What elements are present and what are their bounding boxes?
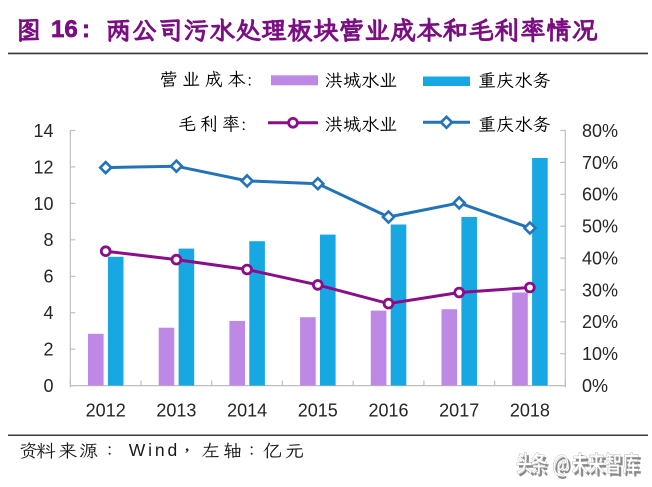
svg-text:10%: 10% — [582, 344, 618, 364]
svg-text:2015: 2015 — [298, 401, 338, 421]
svg-text:6: 6 — [43, 267, 53, 287]
svg-text:40%: 40% — [582, 248, 618, 268]
svg-text:70%: 70% — [582, 153, 618, 173]
svg-text:10: 10 — [33, 194, 53, 214]
svg-text:2012: 2012 — [86, 401, 126, 421]
svg-text:60%: 60% — [582, 185, 618, 205]
svg-text:30%: 30% — [582, 280, 618, 300]
svg-text:2: 2 — [43, 340, 53, 360]
svg-text:4: 4 — [43, 303, 53, 323]
svg-text:14: 14 — [33, 121, 53, 141]
svg-text:0%: 0% — [582, 376, 608, 396]
svg-text:20%: 20% — [582, 312, 618, 332]
svg-text:0: 0 — [43, 376, 53, 396]
svg-text:50%: 50% — [582, 217, 618, 237]
svg-text::: : — [82, 16, 90, 43]
svg-text:80%: 80% — [582, 121, 618, 141]
svg-text:2013: 2013 — [156, 401, 196, 421]
svg-text:16: 16 — [51, 16, 78, 43]
svg-text:2014: 2014 — [227, 401, 267, 421]
svg-text:2017: 2017 — [439, 401, 479, 421]
svg-text:8: 8 — [43, 230, 53, 250]
svg-text:12: 12 — [33, 157, 53, 177]
svg-text:2018: 2018 — [510, 401, 550, 421]
svg-text:Wind: Wind — [129, 440, 180, 460]
svg-text:2016: 2016 — [368, 401, 408, 421]
